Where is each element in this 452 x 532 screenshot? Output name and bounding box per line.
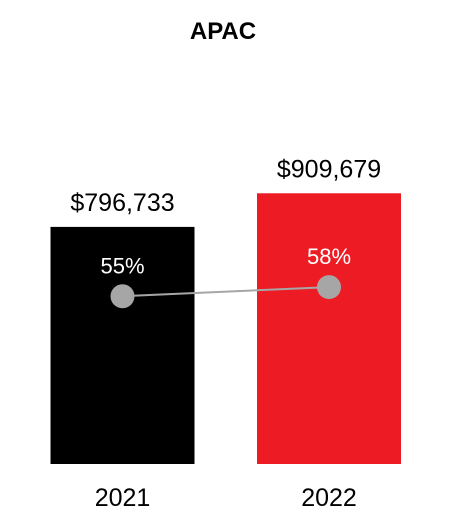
bar-2021 — [50, 226, 195, 464]
line-series-group: 55% 58% — [100, 244, 351, 309]
percent-point-2021 — [110, 284, 135, 309]
bar-value-label-2022: $909,679 — [277, 155, 381, 183]
percent-label-2021: 55% — [100, 253, 144, 278]
bar-2022 — [257, 193, 401, 464]
chart-title: APAC — [190, 18, 256, 45]
bars-group: $796,733 $909,679 — [50, 155, 401, 464]
percent-label-2022: 58% — [307, 244, 351, 269]
x-tick-label-2021: 2021 — [95, 484, 151, 512]
percent-line — [122, 286, 330, 298]
percent-point-2022 — [317, 275, 341, 300]
x-axis-ticks: 2021 2022 — [95, 484, 357, 512]
bar-value-label-2021: $796,733 — [70, 189, 174, 217]
x-tick-label-2022: 2022 — [301, 484, 357, 512]
